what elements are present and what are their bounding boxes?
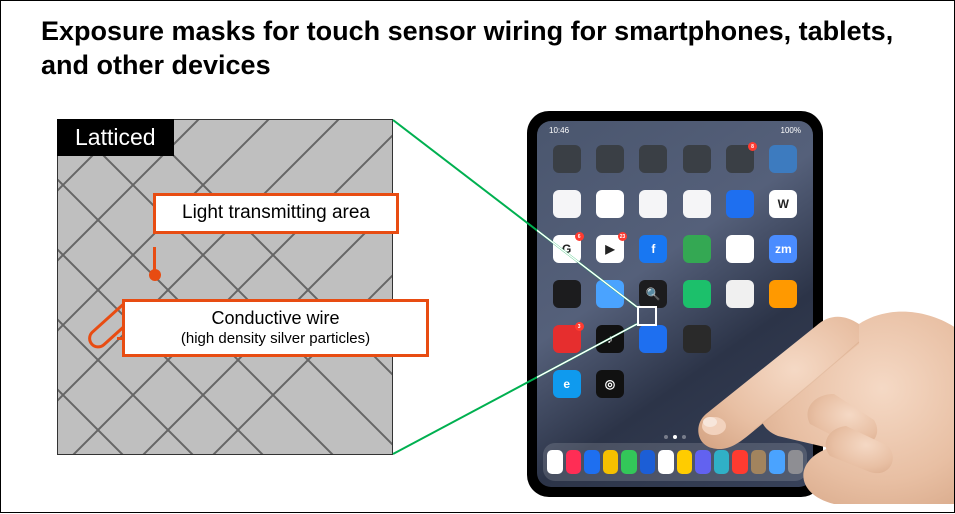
magnifier-square [637, 306, 657, 326]
connector-lines-white [1, 1, 955, 514]
